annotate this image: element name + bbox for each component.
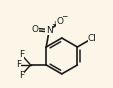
Text: F: F [15, 60, 21, 69]
Text: O: O [56, 17, 63, 26]
Text: −: − [61, 12, 67, 21]
Text: F: F [19, 70, 24, 80]
Text: N: N [45, 26, 52, 35]
Text: Cl: Cl [87, 34, 96, 43]
Text: +: + [50, 20, 57, 29]
Text: O: O [31, 25, 38, 34]
Text: F: F [19, 50, 24, 59]
